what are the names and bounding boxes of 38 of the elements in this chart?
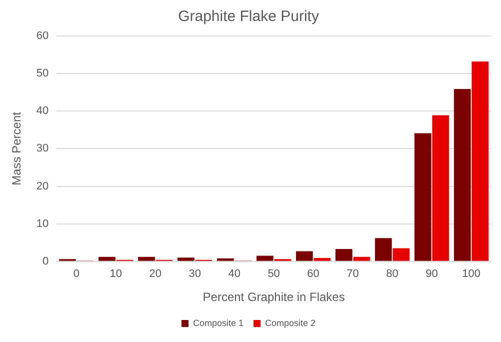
bar [454,88,471,261]
x-tick-label: 80 [386,268,398,280]
bar [296,251,313,261]
legend-label: Composite 2 [265,318,316,328]
bar [432,115,450,261]
x-tick-label: 70 [346,268,359,280]
bar [138,256,155,261]
legend-label: Composite 1 [192,318,244,328]
y-tick-label: 30 [36,142,49,155]
y-tick-label: 60 [36,30,49,42]
bar [374,238,392,261]
bar [178,258,194,261]
chart-title: Graphite Flake Purity [178,8,320,26]
x-tick-label: 40 [228,268,240,280]
bar [353,256,370,261]
bar [314,258,331,261]
x-tick-label: 20 [149,268,162,280]
bar [256,256,274,261]
bar [98,256,116,261]
y-tick-label: 0 [42,255,49,268]
y-tick-label: 20 [36,180,49,192]
bar [335,249,352,261]
y-tick-label: 50 [36,68,49,80]
x-tick-label: 60 [307,268,320,280]
x-tick-label: 90 [426,268,438,280]
x-tick-label: 100 [462,268,480,280]
bar [392,248,410,261]
x-axis-title: Percent Graphite in Flakes [202,290,345,304]
y-axis-title: Mass Percent [10,111,24,186]
x-tick-label: 10 [110,268,122,280]
bar [414,133,432,261]
x-tick-label: 50 [268,268,280,280]
x-tick-label: 30 [188,268,201,280]
y-tick-label: 40 [36,105,49,118]
bar [472,62,489,261]
bar [217,258,234,261]
x-tick-label: 0 [73,268,80,280]
y-tick-label: 10 [36,218,49,230]
